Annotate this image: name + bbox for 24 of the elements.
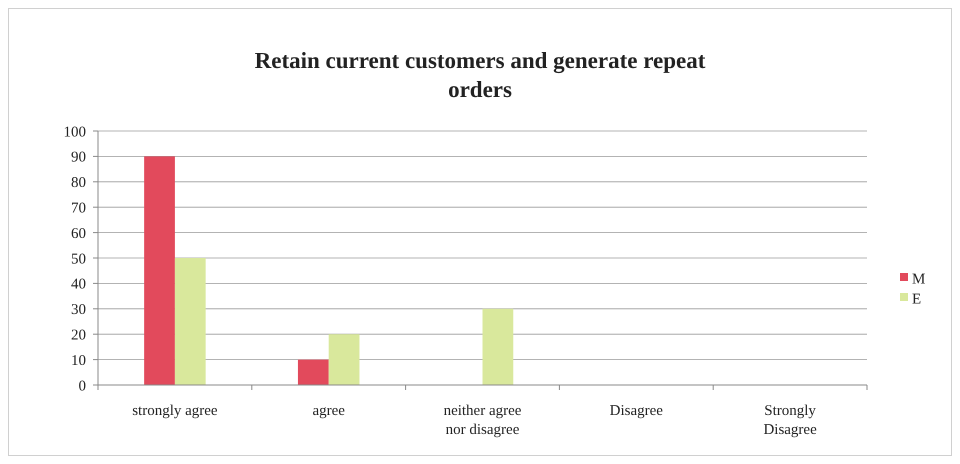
y-tick-label: 40 [71,276,86,293]
x-tick-label: agree [312,403,346,419]
y-tick-label: 30 [71,302,86,318]
y-tick-label: 100 [64,124,86,140]
bar [144,156,175,385]
y-tick-label: 20 [71,327,86,344]
x-tick-label: Disagree [610,403,664,419]
y-tick-label: 60 [71,226,86,242]
bar [298,360,329,385]
y-tick-label: 10 [71,352,86,369]
bar [482,308,514,385]
bar [328,334,360,385]
chart-title: Retain current customers and generate repeat orders [254,48,706,102]
bar [174,258,206,385]
x-tick-label: Strongly Disagree [763,403,818,438]
legend-label: M [912,271,926,288]
y-tick-label: 80 [71,175,86,192]
y-tick-label: 50 [71,251,86,268]
y-tick-label: 90 [71,150,86,166]
legend-label: E [912,291,922,308]
x-tick-label: neither agree nor disagree [444,403,522,438]
y-tick-label: 70 [71,200,86,216]
y-tick-label: 0 [78,378,86,394]
x-tick-label: strongly agree [132,403,218,419]
